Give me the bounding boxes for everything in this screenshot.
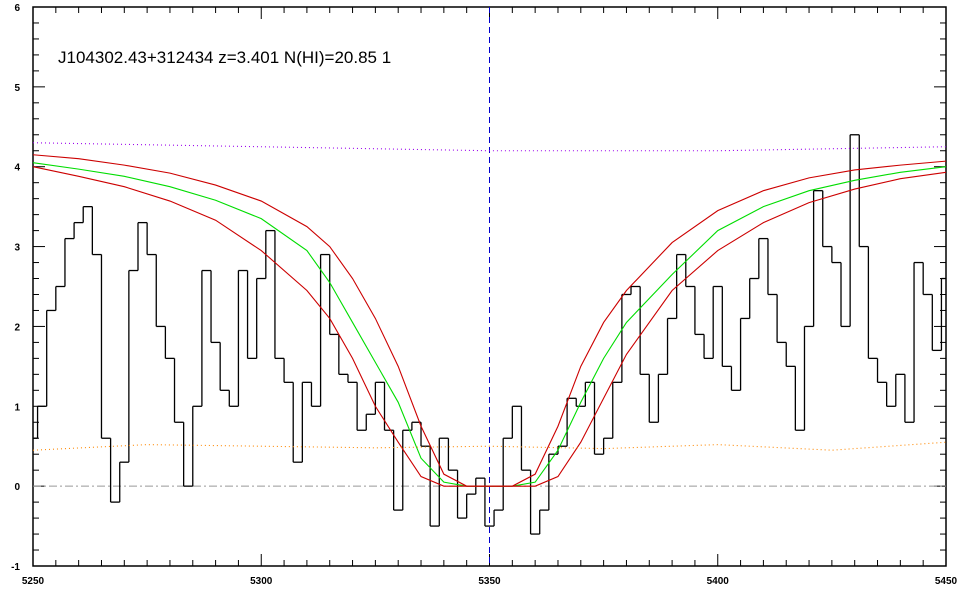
x-tick-label: 5450: [935, 576, 958, 587]
x-tick-label: 5400: [707, 576, 730, 587]
dotted-curve: [32, 441, 947, 451]
x-tick-label: 5250: [22, 576, 45, 587]
chart-title: J104302.43+312434 z=3.401 N(HI)=20.85 1: [58, 48, 391, 67]
y-tick-label: 4: [14, 163, 20, 174]
y-tick-label: 3: [14, 243, 20, 254]
y-tick-label: 0: [14, 482, 20, 493]
y-tick-label: 1: [14, 402, 20, 413]
y-tick-label: 2: [14, 322, 20, 333]
x-tick-label: 5300: [250, 576, 273, 587]
model-curve: [32, 166, 947, 487]
y-tick-label: 5: [14, 83, 20, 94]
x-tick-label: 5350: [478, 576, 501, 587]
dotted-curve: [32, 142, 947, 152]
y-tick-label: 6: [14, 3, 20, 14]
y-tick-label: -1: [11, 562, 20, 573]
